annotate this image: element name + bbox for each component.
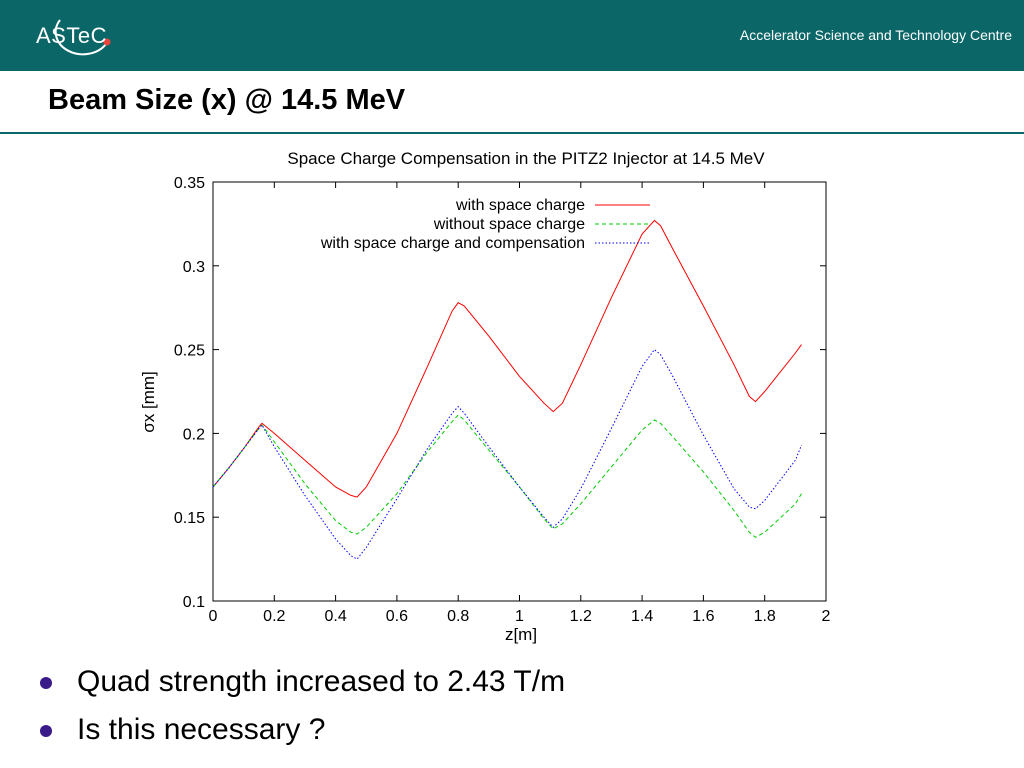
plot-area: 0 0.2 0.4 0.6 0.8 1 1.2 1.4 1.6 1.8 2 0.1 0.15 0.2 0.2… (174, 175, 831, 625)
slide-header: ASTeC Accelerator Science and Technology… (0, 0, 1024, 71)
y-tick-label: 0.2 (183, 426, 205, 443)
beam-size-chart: Space Charge Compensation in the PITZ2 I… (139, 149, 831, 644)
legend-label: with space charge (455, 197, 585, 214)
bullet-text: Quad strength increased to 2.43 T/m (77, 665, 566, 698)
x-tick-label: 2 (822, 608, 831, 625)
astec-logo (54, 19, 111, 56)
bullet-item: Quad strength increased to 2.43 T/m (40, 662, 565, 710)
bullet-item: Is this necessary ? (40, 710, 565, 758)
x-tick-label: 0 (209, 608, 218, 625)
y-axis-label: σx [mm] (139, 371, 158, 432)
slide-title: Beam Size (x) @ 14.5 MeV (48, 84, 406, 116)
x-tick-label: 1.4 (631, 608, 653, 625)
y-tick-label: 0.35 (174, 175, 205, 192)
title-divider (0, 132, 1024, 134)
x-axis-label: z[m] (505, 625, 537, 644)
x-tick-label: 0.4 (324, 608, 346, 625)
x-tick-label: 0.6 (386, 608, 408, 625)
x-tick-label: 1 (515, 608, 524, 625)
chart-title: Space Charge Compensation in the PITZ2 I… (287, 149, 765, 168)
legend-label: without space charge (433, 216, 585, 233)
y-tick-label: 0.3 (183, 259, 205, 276)
bullet-text: Is this necessary ? (77, 713, 326, 746)
y-tick-label: 0.15 (174, 510, 205, 527)
x-tick-label: 0.2 (263, 608, 285, 625)
x-tick-label: 1.6 (692, 608, 714, 625)
legend-label: with space charge and compensation (320, 235, 585, 252)
y-tick-label: 0.25 (174, 343, 205, 360)
series-line-1 (212, 219, 802, 498)
y-tick-label: 0.1 (183, 594, 205, 611)
x-tick-label: 1.8 (754, 608, 776, 625)
bullet-dot-icon (40, 677, 52, 689)
header-tagline: Accelerator Science and Technology Centr… (739, 27, 1012, 43)
logo-text: ASTeC (36, 23, 107, 48)
x-tick-label: 1.2 (570, 608, 592, 625)
series-line-3 (212, 348, 802, 560)
bullet-dot-icon (40, 725, 52, 737)
bullet-list: Quad strength increased to 2.43 T/m Is t… (40, 662, 565, 758)
x-tick-label: 0.8 (447, 608, 469, 625)
series-line-2 (212, 414, 802, 538)
